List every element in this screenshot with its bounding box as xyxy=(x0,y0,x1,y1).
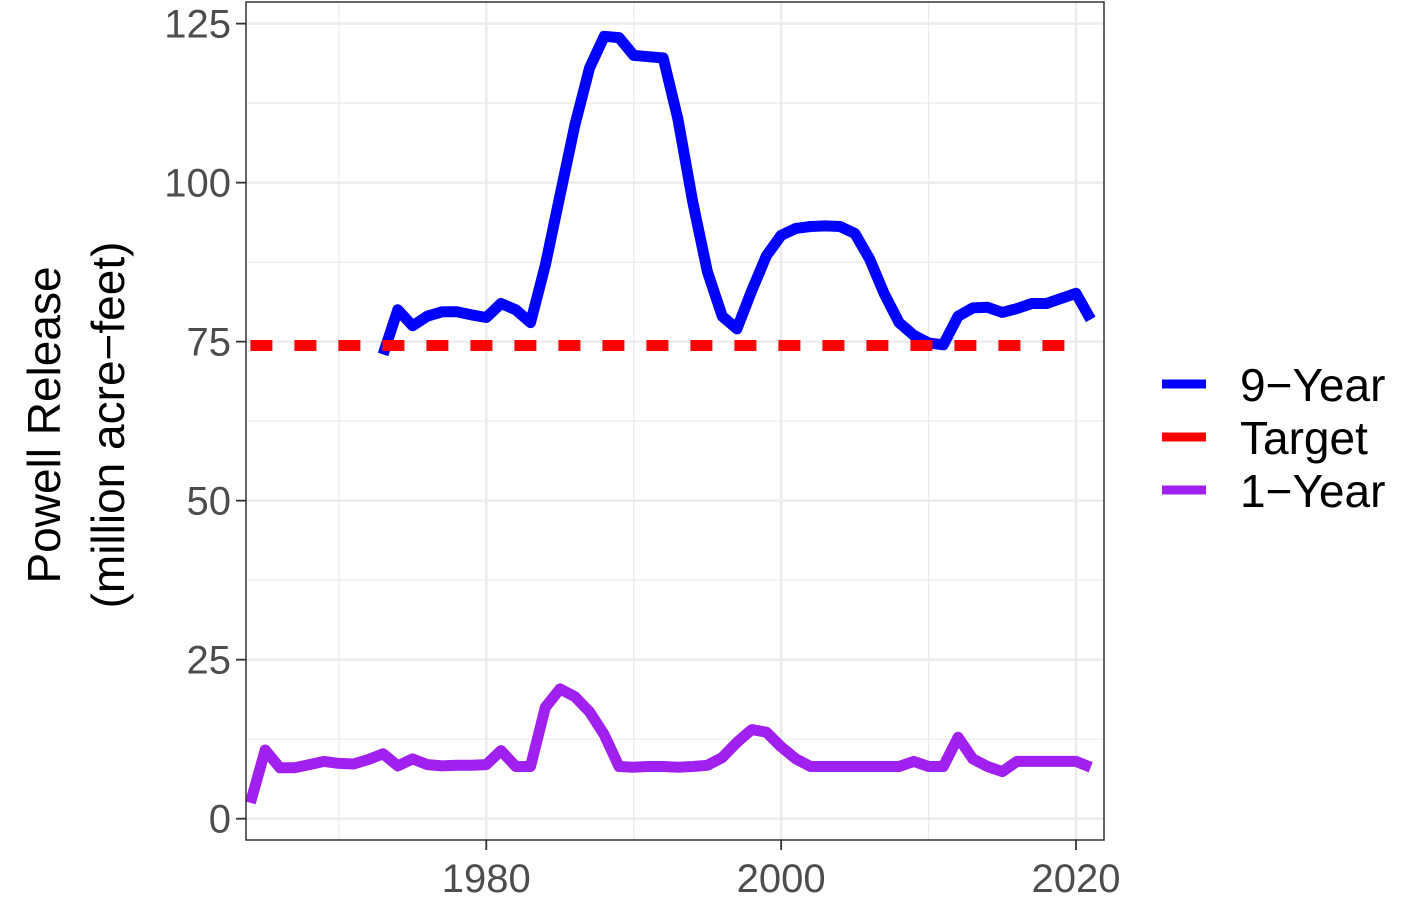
panel-border xyxy=(245,1,1105,841)
y-tick-label: 75 xyxy=(187,321,232,365)
series-lines xyxy=(245,30,1096,805)
y-axis-ticks: 0 25 50 75 100 125 xyxy=(164,3,246,842)
y-axis-title: Powell Release (million acre−feet) xyxy=(18,242,134,609)
series-line-9-year xyxy=(377,30,1096,357)
series-line-1-year xyxy=(245,683,1093,805)
legend: 9−Year Target 1−Year xyxy=(1162,359,1385,517)
y-tick-label: 0 xyxy=(209,798,231,842)
y-axis-title-line1: Powell Release xyxy=(18,266,70,583)
legend-label-9-year: 9−Year xyxy=(1240,359,1385,411)
y-tick-label: 100 xyxy=(164,162,231,206)
legend-label-1-year: 1−Year xyxy=(1240,465,1385,517)
legend-label-target: Target xyxy=(1240,412,1368,464)
x-axis-ticks: 1980 2000 2020 xyxy=(442,840,1120,901)
y-tick-label: 125 xyxy=(164,3,231,47)
x-tick-label: 2000 xyxy=(737,857,826,901)
y-axis-title-line2: (million acre−feet) xyxy=(82,242,134,609)
grid xyxy=(246,2,1104,840)
y-tick-label: 50 xyxy=(187,480,232,524)
x-tick-label: 1980 xyxy=(442,857,531,901)
y-tick-label: 25 xyxy=(187,639,232,683)
x-tick-label: 2020 xyxy=(1031,857,1120,901)
